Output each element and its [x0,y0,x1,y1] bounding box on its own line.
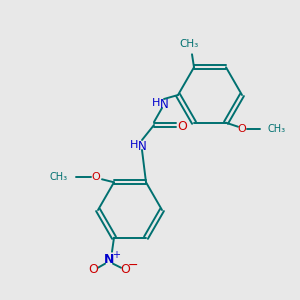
Text: O: O [238,124,246,134]
Text: H: H [130,140,138,150]
Text: +: + [112,250,120,260]
Text: CH₃: CH₃ [179,39,199,49]
Text: O: O [120,263,130,276]
Text: N: N [104,253,114,266]
Text: CH₃: CH₃ [50,172,68,182]
Text: O: O [177,119,187,133]
Text: N: N [160,98,168,112]
Text: CH₃: CH₃ [268,124,286,134]
Text: −: − [128,259,138,272]
Text: N: N [138,140,146,152]
Text: H: H [152,98,160,108]
Text: O: O [92,172,100,182]
Text: O: O [88,263,98,276]
